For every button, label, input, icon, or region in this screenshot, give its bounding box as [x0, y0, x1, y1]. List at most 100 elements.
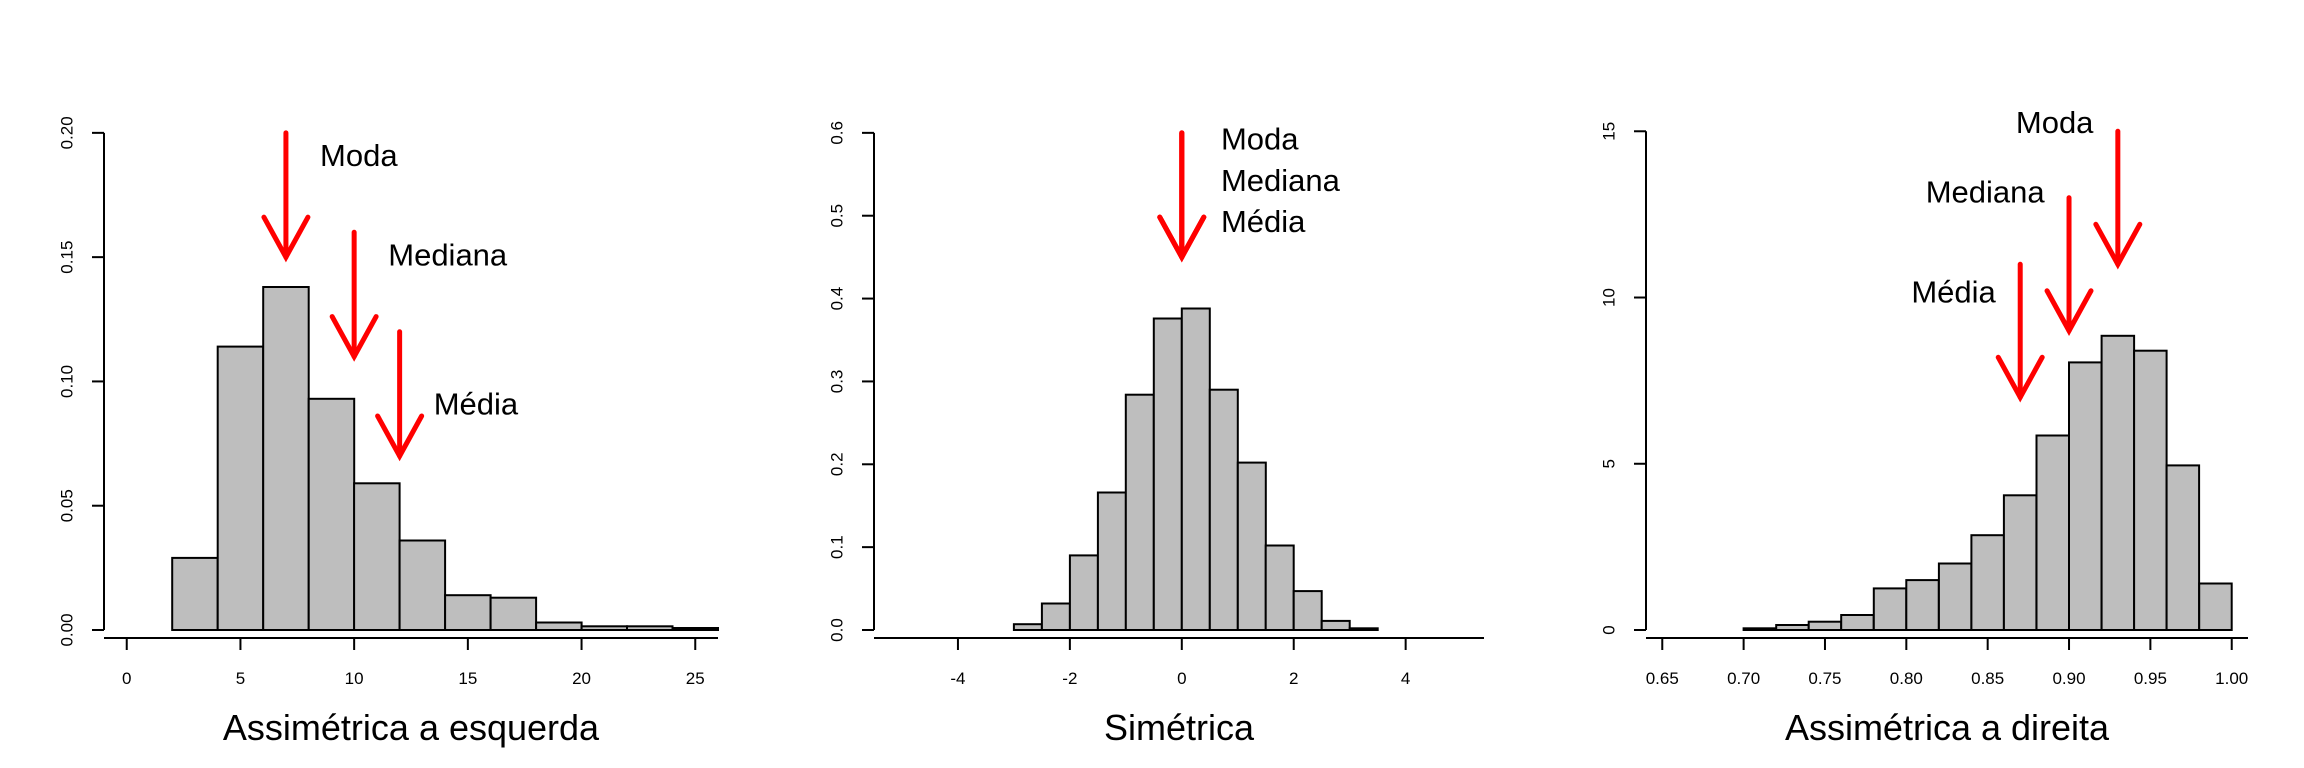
- annotation-label-mediana: Mediana: [1221, 163, 1341, 198]
- histogram-bar: [1124, 393, 1155, 632]
- y-tick-label: 0.2: [827, 452, 846, 476]
- histogram-bar: [353, 482, 401, 631]
- histogram-bar: [398, 539, 447, 631]
- histogram-bar: [262, 286, 310, 631]
- histogram-bar: [171, 556, 219, 632]
- arrow-head: [375, 413, 425, 462]
- x-tick-label: 0.90: [2052, 669, 2085, 688]
- y-tick-label: 0.05: [57, 489, 76, 522]
- x-tick-label: 0.80: [1890, 669, 1923, 688]
- histogram-bar: [1937, 562, 1973, 631]
- x-tick-label: 1.00: [2215, 669, 2248, 688]
- histogram-bar: [1068, 554, 1099, 632]
- x-tick-label: -4: [950, 669, 965, 688]
- y-tick-label: 0: [1599, 625, 1618, 634]
- y-tick-label: 0.5: [827, 204, 846, 228]
- y-tick-label: 0.10: [57, 365, 76, 398]
- arrow-head: [1995, 354, 2045, 403]
- annotation-label-mediana: Mediana: [1926, 175, 2046, 210]
- x-tick-label: 0.85: [1971, 669, 2004, 688]
- y-tick-label: 0.15: [57, 241, 76, 274]
- histogram-bar: [1970, 534, 2005, 632]
- annotation-label-mediana: Mediana: [388, 237, 508, 272]
- y-tick-label: 0.1: [827, 535, 846, 559]
- histogram-bar: [1742, 627, 1778, 631]
- chart-title: Assimétrica a esquerda: [223, 707, 600, 748]
- annotation-arrow: [329, 229, 379, 362]
- histogram-panel-2: -4 -2 0 2 4 0.0 0.1 0.2 0.3 0.4 0.5 0.6 Simétrica Mod…: [827, 121, 1484, 748]
- x-tick-label: 15: [458, 669, 477, 688]
- x-tick-label: 5: [236, 669, 245, 688]
- histogram-panel-3: 0.65 0.70 0.75 0.80 0.85 0.90 0.95 1.00 0 5 10 15 As…: [1599, 105, 2248, 748]
- histogram-bar: [1292, 590, 1323, 631]
- histogram-panel-1: 0 5 10 15 20 25 0.00 0.05 0.10 0.15 0.20 Assimétric…: [57, 116, 719, 748]
- annotation-arrow: [2093, 128, 2143, 270]
- histogram-bar: [671, 627, 719, 631]
- histogram-bar: [1152, 317, 1183, 631]
- x-tick-label: 25: [686, 669, 705, 688]
- arrow-head: [2044, 288, 2094, 336]
- arrow-head: [1157, 214, 1207, 263]
- x-tick-label: 0.65: [1646, 669, 1679, 688]
- arrow-head: [2093, 221, 2143, 270]
- histogram-bar: [1180, 307, 1211, 631]
- chart-title: Simétrica: [1104, 707, 1255, 748]
- histogram-bar: [626, 625, 674, 631]
- histogram-bar: [1348, 627, 1379, 631]
- histogram-bar: [444, 594, 492, 632]
- x-tick-label: 0.75: [1808, 669, 1841, 688]
- histogram-bar: [2002, 494, 2038, 631]
- annotation-label-mdia: Média: [1911, 274, 1996, 309]
- arrow-head: [261, 214, 311, 263]
- histogram-bar: [307, 397, 356, 631]
- histogram-bar: [1775, 624, 1810, 631]
- x-tick-label: 0: [1177, 669, 1186, 688]
- y-tick-label: 0.0: [827, 618, 846, 642]
- annotation-label-moda: Moda: [2016, 105, 2094, 140]
- histogram-bar: [1905, 579, 1940, 631]
- annotation-label-moda: Moda: [320, 138, 398, 173]
- annotation-arrow: [1995, 261, 2045, 403]
- histogram-bar: [2068, 361, 2103, 631]
- x-tick-label: 20: [572, 669, 591, 688]
- annotation-label-moda: Moda: [1221, 121, 1299, 156]
- annotation-arrow: [375, 329, 425, 462]
- y-tick-label: 0.00: [57, 613, 76, 646]
- histogram-bar: [1040, 602, 1071, 631]
- annotation-arrow: [261, 130, 311, 263]
- histogram-bar: [1840, 614, 1875, 631]
- histogram-bar: [1096, 491, 1127, 631]
- histogram-bar: [216, 345, 265, 631]
- x-tick-label: -2: [1062, 669, 1077, 688]
- y-tick-label: 0.20: [57, 116, 76, 149]
- histogram-bar: [580, 625, 629, 631]
- histogram-bar: [2165, 464, 2201, 631]
- histogram-bar: [1236, 461, 1267, 631]
- arrow-head: [329, 314, 379, 362]
- annotation-label-mdia: Média: [1221, 204, 1306, 239]
- y-tick-label: 10: [1599, 288, 1618, 307]
- histogram-bar: [489, 596, 538, 632]
- x-tick-label: 2: [1289, 669, 1298, 688]
- x-tick-label: 0.95: [2134, 669, 2167, 688]
- histogram-bar: [2035, 434, 2070, 631]
- histogram-bar: [1264, 544, 1295, 631]
- x-tick-label: 0.70: [1727, 669, 1760, 688]
- histogram-bar: [535, 621, 583, 631]
- histogram-bar: [1872, 587, 1908, 632]
- histogram-bar: [1807, 620, 1843, 632]
- chart-title: Assimétrica a direita: [1785, 707, 2110, 748]
- y-tick-label: 15: [1599, 122, 1618, 141]
- histogram-bar: [1208, 388, 1239, 632]
- x-tick-label: 10: [345, 669, 364, 688]
- y-tick-label: 0.4: [827, 287, 846, 311]
- x-tick-label: 0: [122, 669, 131, 688]
- histogram-bar: [1012, 623, 1043, 632]
- annotation-label-mdia: Média: [434, 386, 519, 421]
- annotation-arrow: [2044, 195, 2094, 336]
- histogram-bar: [2133, 349, 2168, 631]
- histogram-bar: [2198, 582, 2233, 631]
- y-tick-label: 0.3: [827, 370, 846, 394]
- histogram-bar: [1320, 619, 1351, 632]
